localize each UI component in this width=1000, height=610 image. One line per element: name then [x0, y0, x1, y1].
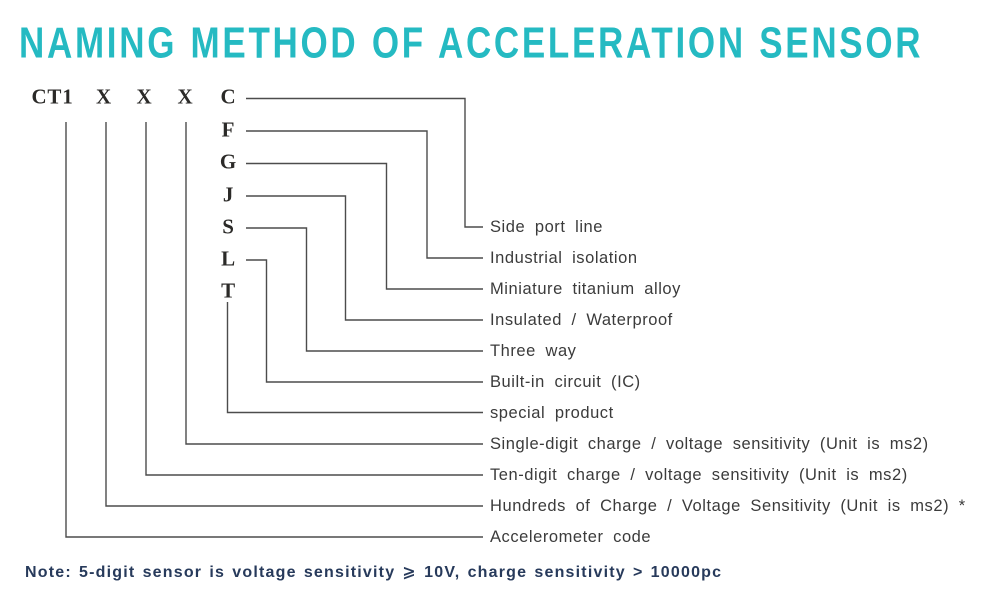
connector-built-in-circuit-ic [246, 259, 483, 383]
label-accelerometer-code: Accelerometer code [490, 527, 652, 546]
branch-letter-f: F [221, 117, 236, 141]
connector-ten-digit-charge-voltage-sensitivity-unit-is-ms2 [145, 122, 483, 476]
connector-side-port-line [246, 97, 483, 228]
label-insulated-waterproof: Insulated / Waterproof [490, 310, 673, 329]
connector-accelerometer-code [65, 122, 483, 538]
connector-three-way [246, 227, 483, 352]
branch-letter-l: L [221, 246, 236, 270]
label-single-digit-charge-voltage-sensitivity-unit-is-ms2: Single-digit charge / voltage sensitivit… [490, 434, 929, 453]
branch-letter-s: S [222, 214, 235, 238]
label-hundreds-of-charge-voltage-sensitivity-unit-is-ms2: Hundreds of Charge / Voltage Sensitivity… [490, 496, 966, 515]
connector-single-digit-charge-voltage-sensitivity-unit-is-ms2 [185, 122, 483, 445]
code-char-x-3: X [177, 84, 194, 109]
connector-insulated-waterproof [246, 195, 483, 321]
connector-hundreds-of-charge-voltage-sensitivity-unit-is-ms2 [105, 122, 483, 507]
label-built-in-circuit-ic: Built-in circuit (IC) [490, 372, 641, 391]
code-char-ct1-0: CT1 [31, 84, 74, 109]
connector-industrial-isolation [246, 130, 483, 259]
label-side-port-line: Side port line [490, 217, 604, 236]
code-char-x-1: X [96, 84, 112, 109]
page-title: NAMING METHOD OF ACCELERATION SENSOR [19, 18, 924, 68]
branch-letter-t: T [221, 278, 236, 303]
branch-letter-c: C [220, 84, 237, 109]
branch-letter-g: G [219, 149, 238, 174]
label-special-product: special product [490, 403, 614, 422]
connector-miniature-titanium-alloy [246, 162, 483, 290]
branch-letter-j: J [222, 182, 235, 206]
label-ten-digit-charge-voltage-sensitivity-unit-is-ms2: Ten-digit charge / voltage sensitivity (… [490, 465, 908, 484]
code-char-x-2: X [136, 84, 153, 109]
connector-special-product [226, 302, 483, 414]
label-three-way: Three way [490, 341, 577, 360]
label-miniature-titanium-alloy: Miniature titanium alloy [490, 279, 681, 298]
footnote: Note: 5-digit sensor is voltage sensitiv… [25, 564, 723, 581]
label-industrial-isolation: Industrial isolation [490, 248, 638, 267]
